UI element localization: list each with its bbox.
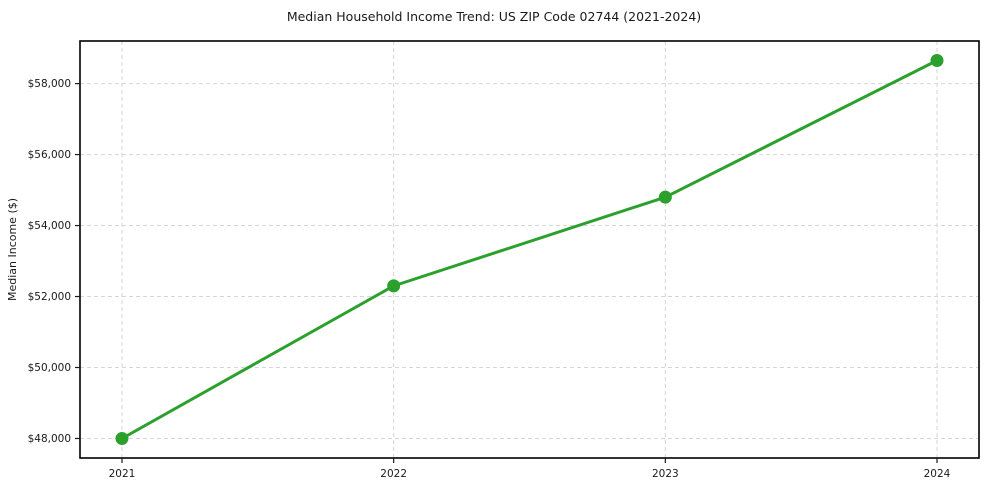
data-point-2021 [115, 431, 129, 445]
y-tick-label: $50,000 [28, 362, 71, 374]
y-tick-label: $58,000 [28, 78, 71, 90]
chart-title: Median Household Income Trend: US ZIP Co… [287, 9, 701, 24]
y-tick-label: $52,000 [28, 291, 71, 303]
data-series [115, 54, 944, 445]
data-point-2022 [387, 279, 401, 293]
trend-line [120, 59, 939, 440]
gridlines [80, 41, 979, 458]
y-axis-label: Median Income ($) [6, 198, 19, 301]
plot-frame [79, 40, 980, 459]
y-tick-label: $48,000 [28, 433, 71, 445]
x-tick-label: 2023 [652, 468, 679, 480]
x-tick-label: 2021 [109, 468, 136, 480]
axis-ticks: $48,000 $50,000 $52,000 $54,000 $56,000 $58,0… [28, 78, 951, 480]
data-point-2024 [930, 54, 944, 68]
data-point-2023 [658, 190, 672, 204]
y-tick-label: $56,000 [28, 149, 71, 161]
x-tick-label: 2024 [924, 468, 951, 480]
y-tick-label: $54,000 [28, 220, 71, 232]
x-tick-label: 2022 [380, 468, 407, 480]
